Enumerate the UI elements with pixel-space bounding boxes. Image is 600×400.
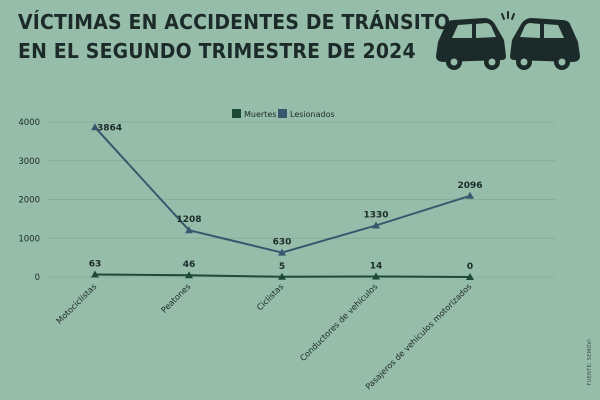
y-axis-ticks: 0 1000 2000 3000 4000 — [18, 118, 40, 283]
source-note: FUENTE: SEMOVI — [587, 339, 593, 386]
x-axis-labels: Motociclistas Peatones Ciclistas Conductore… — [54, 281, 473, 391]
data-label: 46 — [183, 260, 196, 270]
data-point — [278, 248, 286, 256]
data-point — [185, 226, 193, 234]
data-point — [372, 272, 380, 280]
x-tick-label: Pasajeros de vehículos motorizados — [363, 281, 473, 391]
legend-label: Lesionados — [290, 110, 335, 119]
data-point — [91, 270, 99, 278]
data-label: 2096 — [457, 181, 482, 191]
legend-swatch — [232, 109, 241, 118]
data-point — [466, 191, 474, 199]
legend-swatch — [278, 109, 287, 118]
data-label: 1330 — [363, 210, 388, 220]
data-label: 63 — [89, 260, 102, 270]
x-tick-label: Motociclistas — [54, 281, 98, 325]
y-tick-label: 4000 — [18, 118, 40, 128]
data-label: 630 — [273, 238, 292, 248]
data-label: 1208 — [176, 215, 201, 225]
data-label: 14 — [370, 261, 383, 271]
data-point — [278, 272, 286, 280]
x-tick-label: Ciclistas — [254, 281, 285, 312]
title-line-1: VÍCTIMAS EN ACCIDENTES DE TRÁNSITO — [18, 10, 451, 34]
title-line-2: EN EL SEGUNDO TRIMESTRE DE 2024 — [18, 39, 416, 63]
data-label: 5 — [279, 262, 285, 272]
data-point — [91, 123, 99, 131]
x-tick-label: Conductores de vehículos — [298, 281, 380, 363]
y-tick-label: 2000 — [18, 196, 40, 206]
car-crash-icon — [436, 11, 580, 70]
series-line — [94, 126, 471, 254]
legend: Muertes Lesionados — [232, 109, 335, 119]
data-point — [466, 273, 474, 280]
grid-lines — [48, 121, 555, 278]
y-tick-label: 0 — [35, 273, 40, 283]
data-label: 0 — [467, 262, 473, 272]
y-tick-label: 1000 — [18, 234, 40, 244]
legend-label: Muertes — [244, 110, 276, 119]
x-tick-label: Peatones — [159, 281, 193, 315]
y-tick-label: 3000 — [18, 157, 40, 167]
chart-title: VÍCTIMAS EN ACCIDENTES DE TRÁNSITO EN EL… — [18, 8, 451, 66]
data-point — [185, 271, 193, 279]
data-point — [372, 221, 380, 229]
series: 63 46 5 14 0 3864 1208 630 1330 2096 — [89, 123, 483, 280]
data-label: 3864 — [97, 123, 122, 133]
